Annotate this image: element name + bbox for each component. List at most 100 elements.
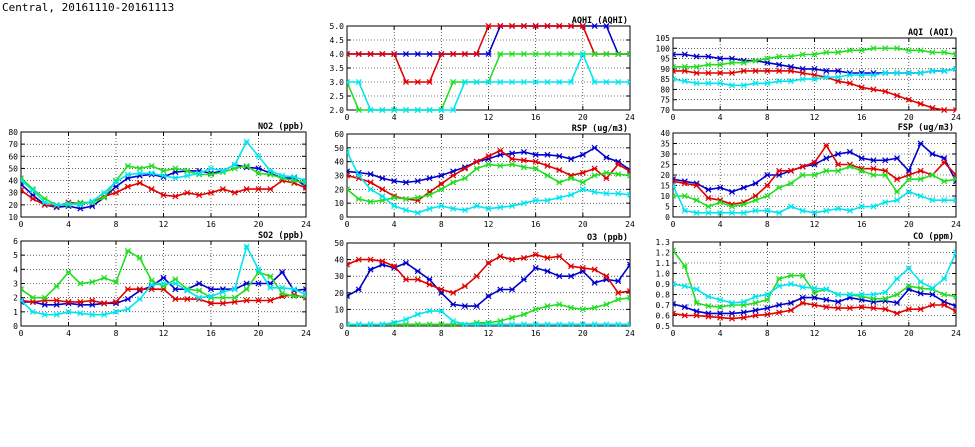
data-point <box>591 23 598 30</box>
data-point <box>544 151 551 158</box>
data-point <box>461 50 468 58</box>
marker-stroke <box>626 50 630 55</box>
marker-stroke <box>302 179 306 184</box>
marker-stroke <box>626 294 630 299</box>
marker-stroke <box>626 296 630 301</box>
data-point <box>279 172 286 179</box>
data-point <box>438 172 445 179</box>
data-point <box>391 178 398 185</box>
data-point <box>693 63 700 70</box>
data-point <box>752 293 759 300</box>
marker-stroke <box>673 53 677 58</box>
data-point <box>673 182 677 189</box>
data-point <box>894 291 901 298</box>
data-point <box>172 165 179 172</box>
data-point <box>787 167 794 174</box>
data-point <box>172 193 179 200</box>
data-point <box>752 67 759 74</box>
data-point <box>497 162 504 169</box>
data-point <box>846 163 853 170</box>
series-green <box>673 163 956 210</box>
y-tick-label: 4.5 <box>330 36 345 45</box>
data-point <box>347 186 351 193</box>
data-point <box>438 286 445 293</box>
data-point <box>870 203 877 210</box>
y-tick-label: 1.0 <box>656 270 671 279</box>
data-point <box>136 254 143 262</box>
data-point <box>520 276 527 283</box>
marker-stroke <box>673 76 677 80</box>
data-point <box>291 293 298 300</box>
data-point <box>414 209 421 216</box>
marker-stroke <box>347 293 351 297</box>
data-point <box>579 179 586 186</box>
data-point <box>450 289 457 296</box>
data-point <box>196 170 203 177</box>
marker-stroke <box>952 176 956 181</box>
data-point <box>355 321 362 328</box>
data-point <box>291 173 298 180</box>
data-point <box>426 175 433 182</box>
marker-stroke <box>626 321 630 326</box>
data-point <box>544 162 551 169</box>
data-point <box>497 321 504 328</box>
data-point <box>532 197 539 204</box>
data-point <box>941 159 948 166</box>
marker-stroke <box>673 192 677 197</box>
marker-stroke <box>21 187 25 192</box>
data-point <box>556 23 563 30</box>
data-point <box>124 305 131 313</box>
data-point <box>905 47 912 54</box>
marker-stroke <box>952 249 956 254</box>
data-point <box>461 321 468 328</box>
data-point <box>740 201 747 208</box>
data-point <box>894 155 901 162</box>
data-point <box>347 50 351 58</box>
data-point <box>787 299 794 306</box>
series-red <box>21 177 306 210</box>
marker-stroke <box>347 168 351 173</box>
data-point <box>556 78 563 86</box>
data-point <box>544 303 551 310</box>
chart-title: CO (ppm) <box>913 232 954 242</box>
data-point <box>255 297 262 304</box>
data-point <box>520 157 527 164</box>
data-point <box>355 195 362 203</box>
data-point <box>799 163 806 170</box>
data-point <box>673 247 677 254</box>
marker-stroke <box>347 172 351 177</box>
data-point <box>426 281 433 288</box>
data-point <box>603 78 610 86</box>
data-point <box>941 178 948 185</box>
data-point <box>858 72 865 79</box>
y-tick-label: 60 <box>334 130 344 139</box>
y-tick-label: 20 <box>334 185 344 194</box>
chart-aqhi: 2.0 2.5 3.0 3.5 4.0 4.5 5.0 0 4 8 12 16 20 24 AQHI (AQ… <box>330 16 635 122</box>
data-point <box>846 80 853 87</box>
data-point <box>740 209 747 216</box>
data-point <box>391 263 398 270</box>
data-point <box>882 199 889 206</box>
data-point <box>426 50 433 58</box>
data-point <box>112 308 120 315</box>
data-point <box>693 312 700 319</box>
data-point <box>89 279 96 286</box>
data-point <box>615 78 622 86</box>
data-point <box>450 172 457 179</box>
data-point <box>917 278 924 285</box>
data-point <box>243 297 250 304</box>
data-point <box>497 147 504 154</box>
data-point <box>894 92 901 99</box>
data-point <box>509 321 516 328</box>
data-point <box>414 276 421 283</box>
data-point <box>568 304 575 311</box>
data-point <box>952 303 956 310</box>
data-point <box>917 69 924 76</box>
data-point <box>124 296 131 303</box>
chart-o3: 0 10 20 30 40 50 0 4 8 12 16 20 24 O3 (ppb) <box>334 233 635 338</box>
data-point <box>693 299 700 306</box>
x-tick-label: 0 <box>345 113 350 122</box>
data-point <box>681 192 688 200</box>
y-tick-label: 3.0 <box>330 78 345 87</box>
